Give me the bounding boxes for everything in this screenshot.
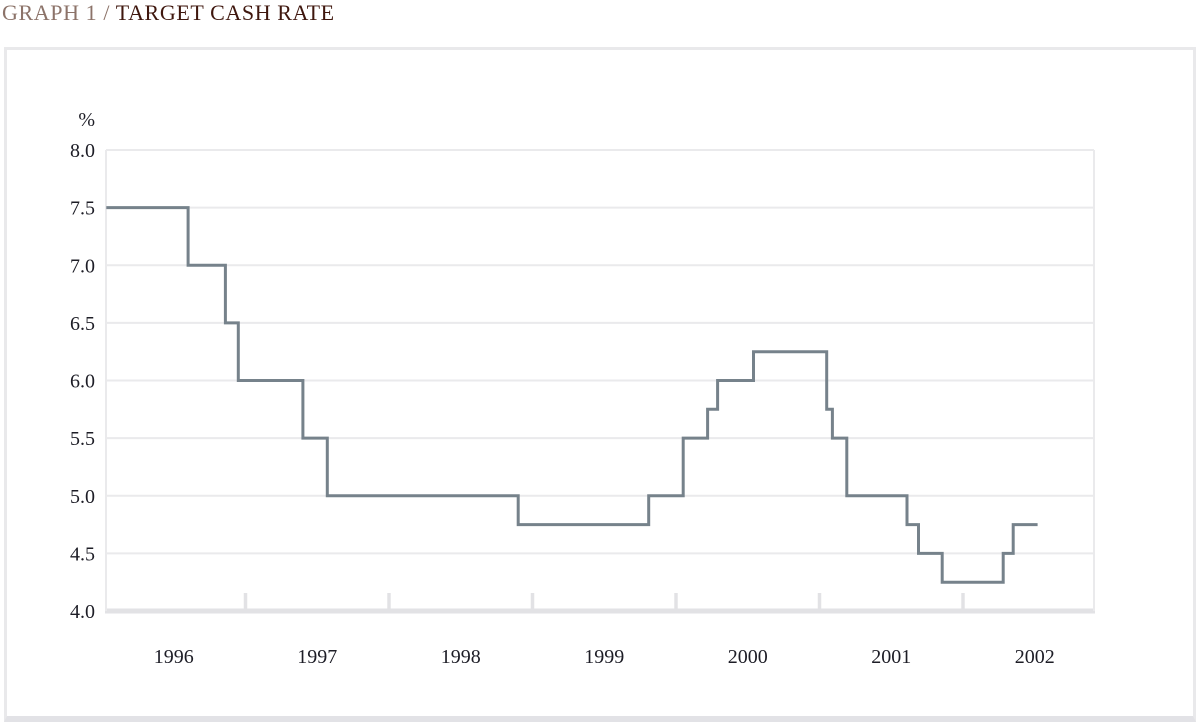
series-line bbox=[106, 206, 1038, 584]
y-axis-label: 7.0 bbox=[70, 255, 95, 277]
chart-title-main: TARGET CASH RATE bbox=[115, 0, 335, 25]
x-axis-label: 2002 bbox=[1015, 646, 1055, 668]
chart-title-prefix: GRAPH 1 / bbox=[2, 0, 111, 25]
x-axis-label: 1999 bbox=[584, 646, 624, 668]
y-axis-label: 5.0 bbox=[70, 486, 95, 508]
y-axis-label: 7.5 bbox=[70, 198, 95, 220]
y-axis-label: 5.5 bbox=[70, 428, 95, 450]
y-axis-label: 8.0 bbox=[70, 140, 95, 162]
x-axis-label: 1997 bbox=[297, 646, 337, 668]
y-axis-label: 4.0 bbox=[70, 601, 95, 623]
x-axis-label: 2001 bbox=[871, 646, 911, 668]
y-axis-label: 6.5 bbox=[70, 313, 95, 335]
x-axis-label: 2000 bbox=[728, 646, 768, 668]
chart-title: GRAPH 1 / TARGET CASH RATE bbox=[2, 0, 335, 26]
y-axis-label: 4.5 bbox=[70, 543, 95, 565]
y-axis-label: 6.0 bbox=[70, 371, 95, 393]
x-axis-label: 1998 bbox=[441, 646, 481, 668]
x-axis-label: 1996 bbox=[154, 646, 194, 668]
y-axis-unit-label: % bbox=[78, 109, 95, 131]
